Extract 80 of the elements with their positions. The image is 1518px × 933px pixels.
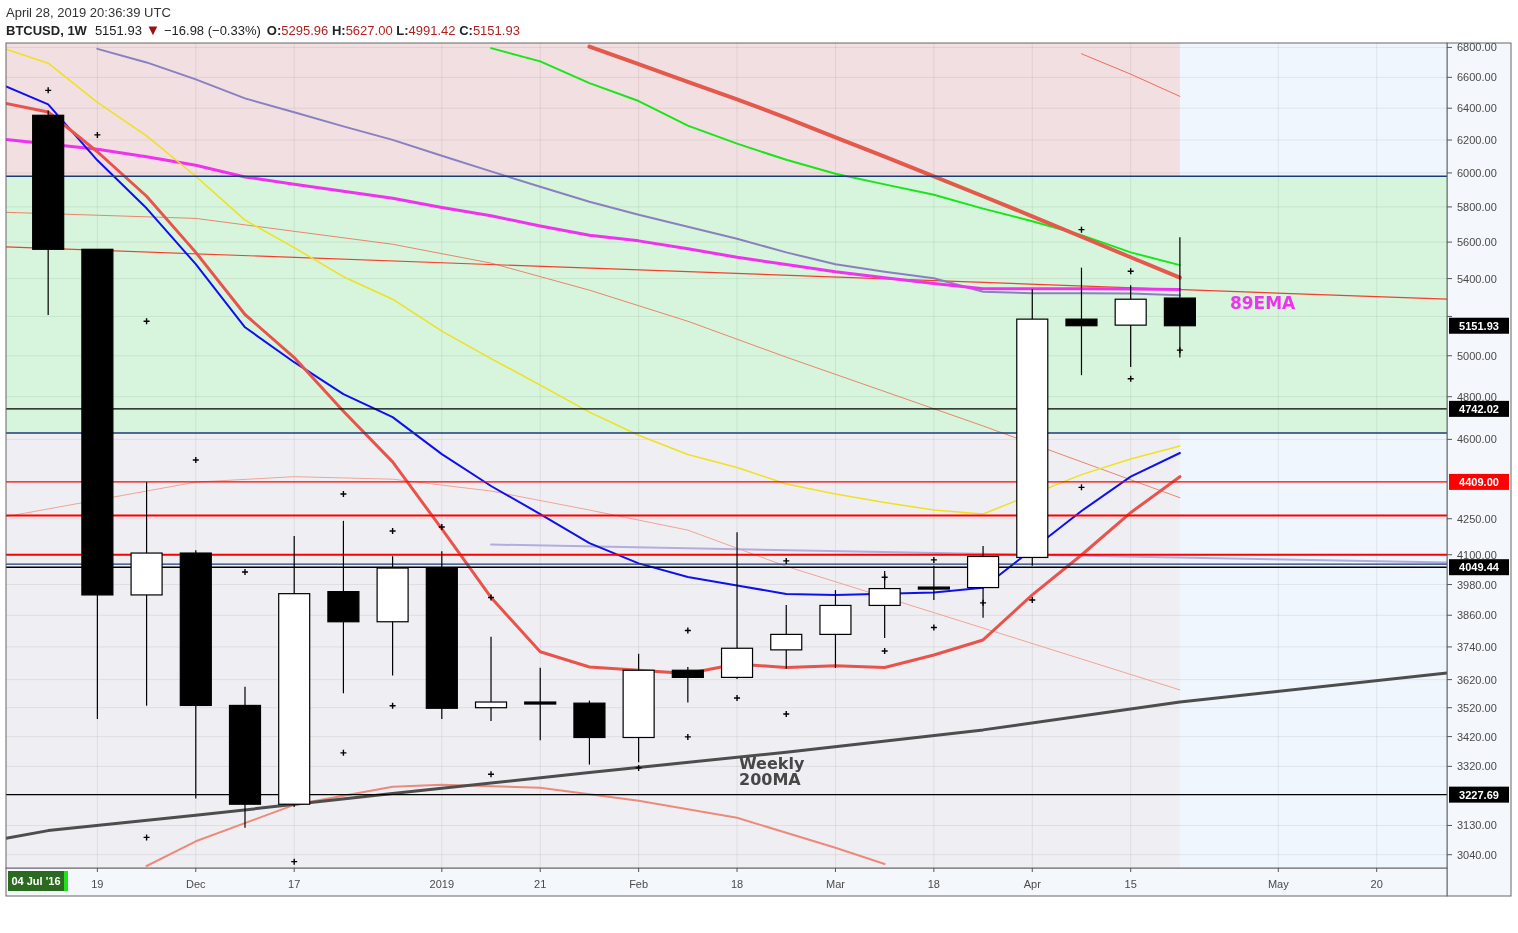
y-tick-label: 3040.00: [1457, 848, 1497, 861]
y-tick-label: 3740.00: [1457, 640, 1497, 653]
candlestick: [474, 636, 508, 722]
y-tick-label: 4800.00: [1457, 390, 1497, 403]
y-tick-label: 6400.00: [1457, 102, 1497, 115]
y-tick-label: 3860.00: [1457, 609, 1497, 622]
point: [684, 733, 692, 741]
line-series: [6, 476, 1181, 691]
x-tick-label: 15: [1124, 878, 1137, 890]
point: [93, 131, 102, 139]
x-tick-label: May: [1267, 878, 1290, 890]
annotation: Weekly 200MA: [739, 754, 805, 790]
line-series: [6, 101, 1182, 676]
x-tick-label: 2019: [429, 878, 455, 890]
y-tick-label: 5600.00: [1457, 236, 1497, 249]
ref-line-label: 4742.02: [1459, 402, 1499, 415]
x-tick-label: Mar: [825, 878, 846, 890]
y-tick-label: 4100.00: [1457, 548, 1497, 561]
y-tick-label: 6200.00: [1457, 134, 1497, 147]
text: 89EMA: [1229, 293, 1297, 314]
text: O:5295.96 H:5627.00 L:4991.42 C:5151.93: [266, 23, 520, 38]
point: [487, 770, 495, 778]
line-series: [6, 671, 1447, 840]
text: 04 Jul '16: [11, 875, 61, 887]
y-tick-label: 6000.00: [1457, 166, 1497, 179]
x-tick-label: 20: [1370, 878, 1383, 890]
candlestick: [1065, 267, 1098, 376]
chart-title: BTCUSD, 1W: [6, 23, 87, 38]
chart-subtitle: April 28, 2019 20:36:39 UTC: [6, 5, 171, 20]
y-tick-label: 6800.00: [1457, 41, 1497, 54]
ref-line-label: 4409.00: [1459, 475, 1499, 488]
y-tick-label: 5000.00: [1457, 349, 1497, 362]
x-tick-label: 19: [91, 878, 104, 890]
y-tick-label: 3980.00: [1457, 578, 1497, 591]
x-tick-label: Dec: [186, 878, 207, 890]
line-series: [6, 137, 1182, 291]
line-series: [145, 783, 886, 867]
line-series: [490, 47, 1181, 267]
point: [782, 557, 790, 565]
ref-line-label: 4049.44: [1459, 561, 1500, 574]
point: [44, 86, 52, 95]
y-tick-label: 3320.00: [1457, 760, 1497, 773]
x-tick-label: 18: [927, 878, 940, 890]
point: [684, 626, 692, 635]
point: [339, 490, 348, 498]
x-tick-label: Feb: [629, 878, 649, 890]
y-tick-label: 3130.00: [1457, 819, 1497, 832]
candlestick: [524, 667, 557, 741]
point: [241, 568, 249, 576]
y-tick-label: 5800.00: [1457, 200, 1497, 213]
point: [930, 623, 938, 632]
y-tick-label: 4600.00: [1457, 433, 1497, 446]
point: [192, 456, 200, 464]
point: [782, 710, 790, 718]
y-tick-label: 3620.00: [1457, 673, 1497, 686]
point: [388, 527, 397, 535]
ref-line-label: 3227.69: [1459, 788, 1499, 801]
y-tick-label: 3520.00: [1457, 701, 1497, 714]
text: 5151.93: [1459, 319, 1499, 332]
point: [634, 764, 643, 772]
line-series: [6, 85, 1181, 596]
point: [339, 749, 348, 757]
point: [880, 647, 889, 655]
x-tick-label: Apr: [1023, 878, 1042, 890]
text: 5151.93 ▼ −16.98 (−0.33%): [94, 21, 261, 38]
line-series: [6, 48, 1181, 515]
y-tick-label: 3420.00: [1457, 730, 1497, 743]
line-series: [6, 211, 1181, 499]
y-tick-label: 5400.00: [1457, 272, 1497, 285]
x-tick-label: 18: [730, 878, 744, 890]
point: [1028, 596, 1036, 604]
y-tick-label: 4250.00: [1457, 512, 1497, 525]
point: [487, 593, 495, 602]
y-tick-label: 6600.00: [1457, 71, 1497, 84]
point: [733, 694, 741, 702]
point: [1126, 267, 1135, 275]
line-series: [587, 44, 1182, 280]
x-tick-label: 21: [534, 878, 547, 890]
x-tick-label: 17: [288, 878, 301, 890]
point: [438, 523, 446, 531]
